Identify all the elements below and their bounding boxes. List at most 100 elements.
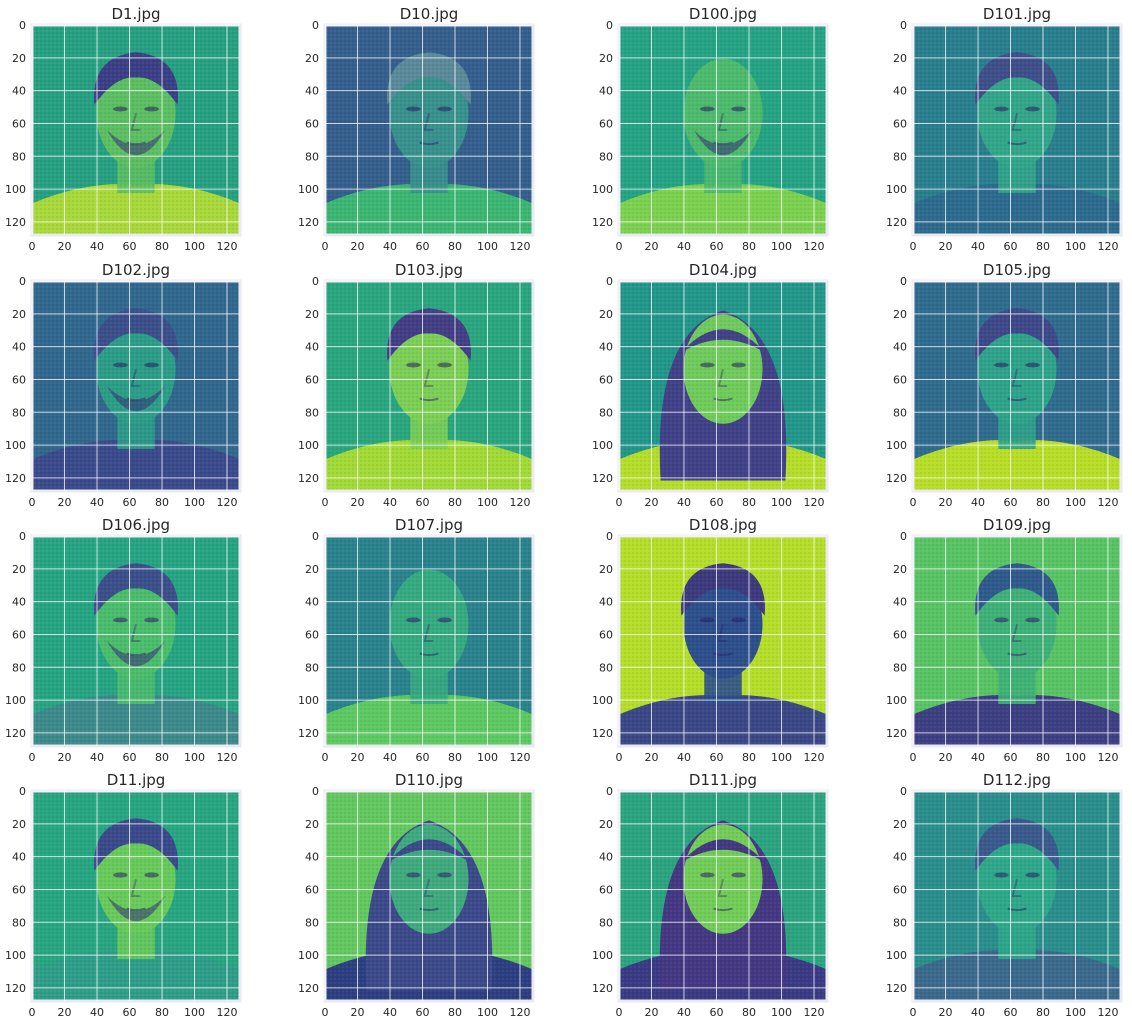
y-tick-label: 40: [599, 851, 613, 864]
image-content: [32, 536, 240, 746]
x-tick-label: 0: [910, 1006, 917, 1019]
image-texture: [619, 281, 827, 491]
y-tick-label: 60: [893, 883, 907, 896]
y-tick-label: 20: [599, 308, 613, 321]
x-tick-label: 100: [771, 751, 792, 764]
image-content: [619, 281, 827, 491]
image-content: [913, 536, 1121, 746]
panel-title: D109.jpg: [983, 516, 1051, 534]
y-tick-label: 80: [305, 916, 319, 929]
x-tick-label: 0: [29, 496, 36, 509]
x-tick-label: 80: [742, 751, 756, 764]
x-tick-label: 120: [510, 1006, 531, 1019]
y-tick-label: 40: [12, 851, 26, 864]
y-tick-label: 0: [606, 785, 613, 798]
y-tick-label: 120: [5, 727, 26, 740]
y-tick-label: 0: [312, 785, 319, 798]
x-tick-label: 20: [939, 496, 953, 509]
x-tick-label: 120: [1098, 1006, 1119, 1019]
x-tick-label: 20: [351, 496, 365, 509]
y-tick-label: 80: [599, 406, 613, 419]
x-tick-label: 80: [155, 240, 169, 253]
x-tick-label: 80: [155, 751, 169, 764]
y-tick-label: 60: [599, 117, 613, 130]
panel-title: D103.jpg: [395, 261, 463, 279]
image-content: [619, 536, 827, 746]
y-tick-label: 20: [305, 563, 319, 576]
y-tick-label: 40: [12, 596, 26, 609]
x-tick-label: 40: [383, 240, 397, 253]
x-tick-label: 80: [1036, 240, 1050, 253]
panel-title: D101.jpg: [983, 5, 1051, 23]
panel-title: D104.jpg: [689, 261, 757, 279]
y-tick-label: 100: [592, 183, 613, 196]
y-tick-label: 0: [606, 275, 613, 288]
x-tick-label: 20: [58, 1006, 72, 1019]
y-tick-label: 80: [305, 406, 319, 419]
image-content: [325, 25, 533, 235]
y-tick-label: 100: [886, 183, 907, 196]
image-content: [32, 791, 240, 1001]
y-tick-label: 100: [5, 949, 26, 962]
y-tick-label: 40: [12, 85, 26, 98]
x-tick-label: 60: [123, 1006, 137, 1019]
y-tick-label: 40: [599, 341, 613, 354]
y-tick-label: 20: [599, 563, 613, 576]
y-tick-label: 80: [893, 916, 907, 929]
image-texture: [32, 25, 240, 235]
x-tick-label: 20: [58, 240, 72, 253]
y-tick-label: 80: [599, 661, 613, 674]
y-tick-label: 0: [19, 275, 26, 288]
x-tick-label: 100: [771, 1006, 792, 1019]
y-tick-label: 0: [312, 275, 319, 288]
y-tick-label: 80: [12, 150, 26, 163]
image-texture: [325, 25, 533, 235]
x-tick-label: 40: [677, 1006, 691, 1019]
y-tick-label: 0: [900, 19, 907, 32]
y-tick-label: 60: [305, 117, 319, 130]
y-tick-label: 80: [12, 916, 26, 929]
image-content: [325, 791, 533, 1001]
x-tick-label: 60: [710, 1006, 724, 1019]
y-tick-label: 20: [893, 52, 907, 65]
x-tick-label: 0: [616, 496, 623, 509]
y-tick-label: 60: [12, 373, 26, 386]
y-tick-label: 40: [599, 596, 613, 609]
panel-title: D105.jpg: [983, 261, 1051, 279]
y-tick-label: 40: [893, 341, 907, 354]
x-tick-label: 60: [710, 751, 724, 764]
x-tick-label: 100: [184, 240, 205, 253]
y-tick-label: 0: [312, 19, 319, 32]
x-tick-label: 120: [217, 240, 238, 253]
y-tick-label: 20: [12, 563, 26, 576]
y-tick-label: 40: [599, 85, 613, 98]
y-tick-label: 120: [298, 727, 319, 740]
y-tick-label: 120: [5, 982, 26, 995]
y-tick-label: 60: [305, 628, 319, 641]
y-tick-label: 120: [592, 982, 613, 995]
y-tick-label: 40: [893, 85, 907, 98]
y-tick-label: 100: [298, 183, 319, 196]
x-tick-label: 100: [771, 496, 792, 509]
y-tick-label: 20: [12, 52, 26, 65]
x-tick-label: 60: [123, 751, 137, 764]
x-tick-label: 20: [939, 751, 953, 764]
x-tick-label: 60: [1004, 240, 1018, 253]
y-tick-label: 0: [19, 19, 26, 32]
x-tick-label: 60: [416, 1006, 430, 1019]
y-tick-label: 80: [12, 406, 26, 419]
x-tick-label: 120: [1098, 751, 1119, 764]
y-tick-label: 60: [12, 628, 26, 641]
y-tick-label: 40: [893, 851, 907, 864]
x-tick-label: 120: [804, 496, 825, 509]
image-content: [325, 536, 533, 746]
y-tick-label: 20: [12, 818, 26, 831]
